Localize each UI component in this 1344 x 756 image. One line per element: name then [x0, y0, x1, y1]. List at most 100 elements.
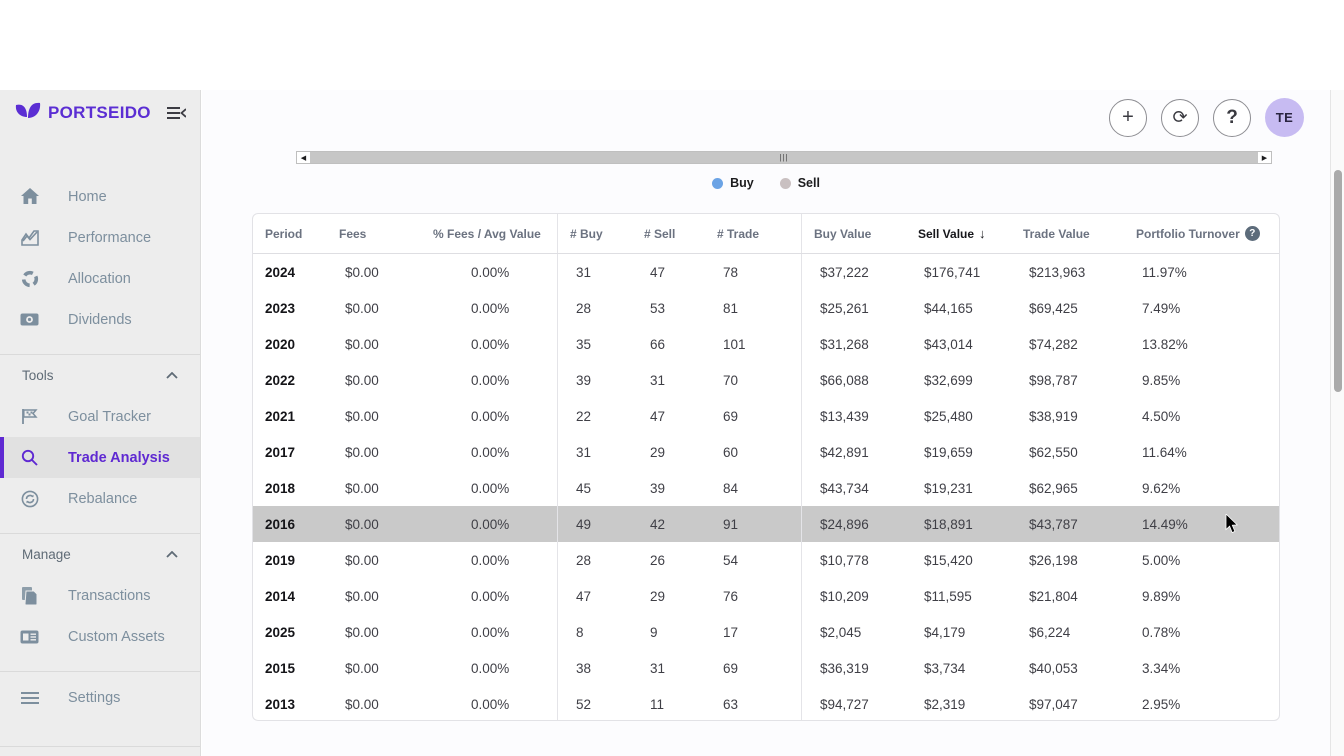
table-cell: $11,595: [924, 588, 972, 604]
table-cell: $10,209: [801, 578, 906, 614]
table-cell: 26: [650, 552, 666, 568]
chevron-up-icon: [166, 551, 178, 558]
table-cell: 0.00%: [471, 624, 510, 640]
chart-legend: Buy Sell: [252, 176, 1280, 190]
scroll-left-icon[interactable]: ◀: [297, 152, 310, 163]
table-row[interactable]: 2020 $0.00 0.00% 35 66 101 $31,268 $43,014 $74,2…: [253, 326, 1279, 362]
table-cell: $0.00: [345, 516, 379, 532]
table-cell: $40,053: [1029, 660, 1078, 676]
table-row[interactable]: 2025 $0.00 0.00% 8 9 17 $2,045 $4,179 $6,224 0.78…: [253, 614, 1279, 650]
sidebar-item-allocation[interactable]: Allocation: [0, 258, 200, 299]
table-cell: 11.64%: [1142, 444, 1187, 460]
table-cell: 0.00%: [471, 444, 510, 460]
period-cell: 2020: [265, 336, 296, 352]
table-cell: 81: [723, 300, 739, 316]
sidebar-item-rebalance[interactable]: Rebalance: [0, 478, 200, 519]
table-cell: 39: [557, 362, 632, 398]
sidebar-section-tools[interactable]: Tools: [0, 354, 200, 396]
table-row[interactable]: 2024 $0.00 0.00% 31 47 78 $37,222 $176,741 $213,…: [253, 254, 1279, 290]
legend-item-sell[interactable]: Sell: [779, 176, 820, 190]
table-row[interactable]: 2022 $0.00 0.00% 39 31 70 $66,088 $32,699 $98,78…: [253, 362, 1279, 398]
column-label: Trade Value: [1023, 226, 1090, 241]
table-cell: $18,891: [924, 516, 973, 532]
table-cell: $0.00: [345, 372, 379, 388]
legend-label: Buy: [730, 176, 754, 190]
table-cell: 39: [650, 480, 666, 496]
table-cell: 31: [650, 372, 666, 388]
sidebar-item-dividends[interactable]: Dividends: [0, 299, 200, 340]
period-cell: 2016: [265, 516, 296, 532]
table-cell: 13.82%: [1142, 336, 1188, 352]
column-header--trade[interactable]: # Trade: [705, 214, 801, 253]
column-header-fees[interactable]: Fees: [327, 214, 421, 253]
column-header-buy-value[interactable]: Buy Value: [801, 214, 906, 253]
column-header-portfolio-turnover[interactable]: Portfolio Turnover?: [1124, 214, 1279, 253]
table-cell: 35: [557, 326, 632, 362]
column-header--sell[interactable]: # Sell: [632, 214, 705, 253]
table-cell: $213,963: [1029, 264, 1086, 280]
table-cell: 0.78%: [1142, 624, 1181, 640]
sidebar-item-settings[interactable]: Settings: [0, 677, 200, 718]
column-header--fees-avg-value[interactable]: % Fees / Avg Value: [421, 214, 557, 253]
column-header-sell-value[interactable]: Sell Value ↓: [906, 214, 1011, 253]
sidebar-item-performance[interactable]: Performance: [0, 217, 200, 258]
table-row[interactable]: 2018 $0.00 0.00% 45 39 84 $43,734 $19,231 $62,96…: [253, 470, 1279, 506]
table-cell: 69: [723, 660, 739, 676]
table-cell: 63: [723, 696, 739, 712]
table-row[interactable]: 2015 $0.00 0.00% 38 31 69 $36,319 $3,734 $40,053…: [253, 650, 1279, 686]
table-row[interactable]: 2013 $0.00 0.00% 52 11 63 $94,727 $2,319 $97,047…: [253, 686, 1279, 720]
sidebar-collapse-icon[interactable]: [167, 106, 186, 120]
table-cell: 76: [723, 588, 739, 604]
table-row[interactable]: 2021 $0.00 0.00% 22 47 69 $13,439 $25,480 $38,91…: [253, 398, 1279, 434]
sidebar-item-goal-tracker[interactable]: Goal Tracker: [0, 396, 200, 437]
table-cell: 91: [723, 516, 739, 532]
table-cell: $0.00: [345, 660, 379, 676]
vertical-scrollbar-thumb[interactable]: [1334, 170, 1342, 392]
table-cell: 7.49%: [1142, 300, 1181, 316]
avatar[interactable]: TE: [1265, 98, 1304, 137]
table-cell: 31: [557, 254, 632, 290]
table-cell: $43,014: [924, 336, 973, 352]
table-row[interactable]: 2014 $0.00 0.00% 47 29 76 $10,209 $11,595 $21,80…: [253, 578, 1279, 614]
table-cell: $19,659: [924, 444, 973, 460]
help-button[interactable]: ?: [1213, 98, 1251, 137]
table-cell: 70: [723, 372, 739, 388]
column-header--buy[interactable]: # Buy: [557, 214, 632, 253]
sidebar-divider: [0, 746, 200, 747]
vertical-scrollbar[interactable]: [1330, 90, 1344, 756]
horizontal-scrollbar[interactable]: ◀ ||| ▶: [296, 151, 1272, 164]
sidebar-item-trade-analysis[interactable]: Trade Analysis: [0, 437, 200, 478]
table-row[interactable]: 2019 $0.00 0.00% 28 26 54 $10,778 $15,420 $26,19…: [253, 542, 1279, 578]
sidebar: PORTSEIDO Home Per: [0, 90, 201, 756]
column-header-trade-value[interactable]: Trade Value: [1011, 214, 1124, 253]
column-label: Buy Value: [814, 226, 872, 241]
table-row[interactable]: 2023 $0.00 0.00% 28 53 81 $25,261 $44,165 $69,42…: [253, 290, 1279, 326]
table-cell: 14.49%: [1142, 516, 1188, 532]
table-cell: 47: [650, 408, 666, 424]
column-header-period[interactable]: Period: [253, 214, 327, 253]
table-cell: $0.00: [345, 444, 379, 460]
table-cell: $15,420: [924, 552, 973, 568]
legend-item-buy[interactable]: Buy: [712, 176, 754, 190]
table-cell: 9.85%: [1142, 372, 1181, 388]
scrollbar-thumb[interactable]: |||: [310, 152, 1258, 163]
sidebar-item-label: Rebalance: [68, 490, 138, 507]
table-cell: 22: [557, 398, 632, 434]
scroll-right-icon[interactable]: ▶: [1258, 152, 1271, 163]
table-row[interactable]: 2017 $0.00 0.00% 31 29 60 $42,891 $19,659 $62,55…: [253, 434, 1279, 470]
table-row[interactable]: 2016 $0.00 0.00% 49 42 91 $24,896 $18,891 $43,78…: [253, 506, 1279, 542]
table-cell: 0.00%: [471, 300, 510, 316]
column-label: # Buy: [570, 226, 603, 241]
sidebar-item-home[interactable]: Home: [0, 176, 200, 217]
table-cell: $62,550: [1029, 444, 1078, 460]
sidebar-section-manage[interactable]: Manage: [0, 533, 200, 575]
sidebar-item-custom-assets[interactable]: Custom Assets: [0, 616, 200, 657]
sidebar-item-label: Allocation: [68, 270, 131, 287]
sidebar-item-transactions[interactable]: Transactions: [0, 575, 200, 616]
help-icon[interactable]: ?: [1244, 226, 1260, 241]
period-cell: 2018: [265, 480, 296, 496]
table-cell: 0.00%: [471, 516, 510, 532]
refresh-button[interactable]: ⟳: [1161, 98, 1199, 137]
period-cell: 2019: [265, 552, 296, 568]
add-button[interactable]: +: [1109, 98, 1147, 137]
